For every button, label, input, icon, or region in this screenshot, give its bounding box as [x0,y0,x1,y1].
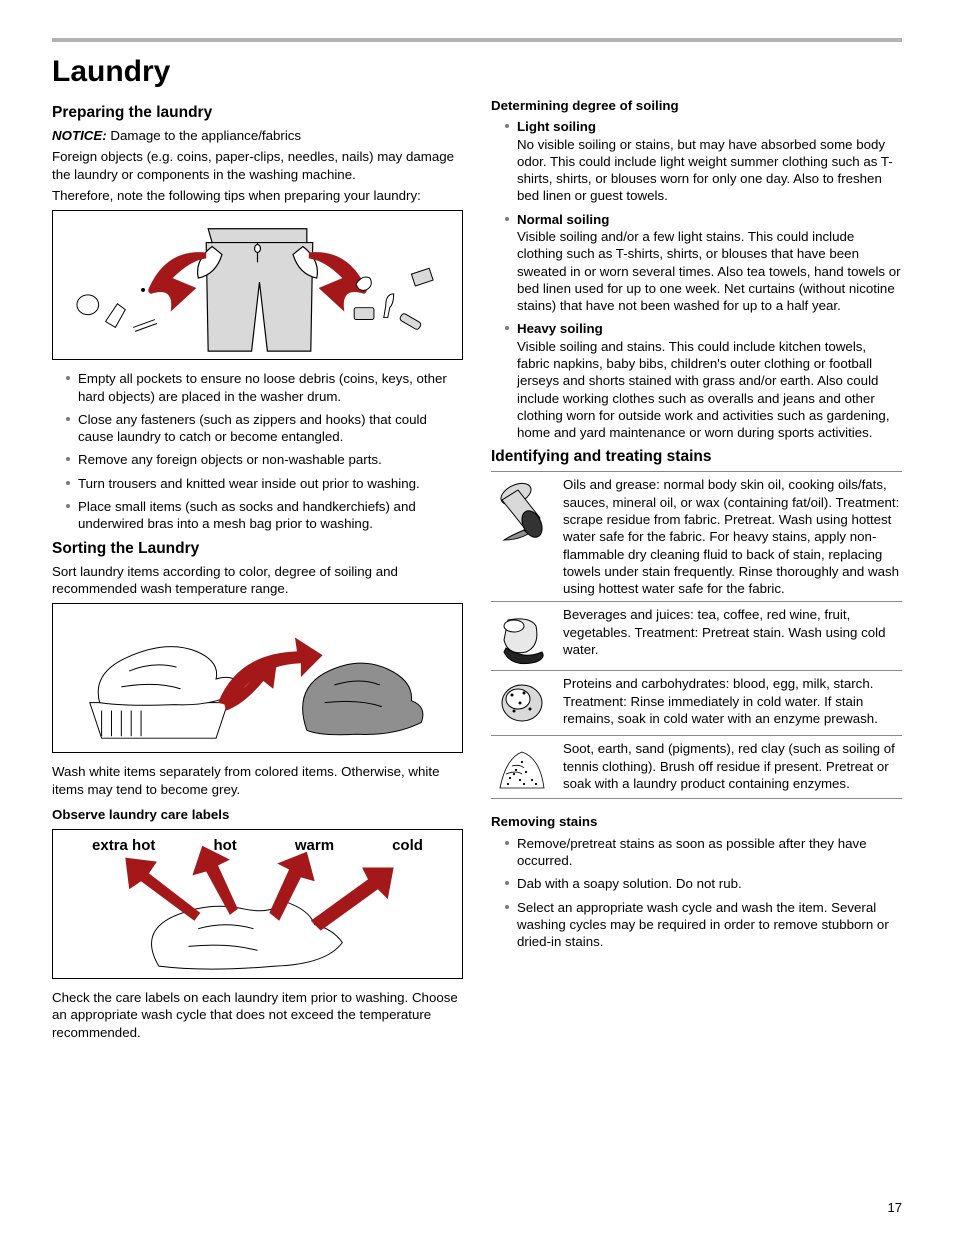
soiling-text: Visible soiling and stains. This could i… [517,339,890,440]
observe-heading: Observe laundry care labels [52,806,463,823]
figure-sorting [52,603,463,753]
list-item: Normal soiling Visible soiling and/or a … [505,211,902,315]
right-column: Determining degree of soiling Light soil… [491,97,902,1045]
stain-row: Oils and grease: normal body skin oil, c… [491,471,902,602]
figure-empty-pockets [52,210,463,360]
therefore-text: Therefore, note the following tips when … [52,187,463,204]
top-rule [52,38,902,42]
preparing-heading: Preparing the laundry [52,103,463,123]
notice-label: NOTICE: [52,128,107,143]
soiling-text: Visible soiling and/or a few light stain… [517,229,901,313]
soiling-title: Normal soiling [517,211,902,228]
stains-heading: Identifying and treating stains [491,447,902,467]
foreign-objects-text: Foreign objects (e.g. coins, paper-clips… [52,148,463,183]
protein-bowl-icon [491,675,553,731]
list-item: Remove/pretreat stains as soon as possib… [505,835,902,870]
list-item: Dab with a soapy solution. Do not rub. [505,875,902,892]
removing-list: Remove/pretreat stains as soon as possib… [491,835,902,951]
list-item: Turn trousers and knitted wear inside ou… [66,475,463,492]
figure-temperatures: extra hot hot warm cold [52,829,463,979]
check-labels-text: Check the care labels on each laundry it… [52,989,463,1041]
list-item: Place small items (such as socks and han… [66,498,463,533]
removing-heading: Removing stains [491,813,902,830]
stain-row: Proteins and carbohydrates: blood, egg, … [491,671,902,736]
stain-table: Oils and grease: normal body skin oil, c… [491,471,902,799]
page-number: 17 [888,1200,902,1217]
stain-row: Soot, earth, sand (pigments), red clay (… [491,736,902,799]
stain-text: Proteins and carbohydrates: blood, egg, … [563,675,902,731]
list-item: Light soiling No visible soiling or stai… [505,118,902,204]
stain-text: Oils and grease: normal body skin oil, c… [563,476,902,597]
stain-text: Beverages and juices: tea, coffee, red w… [563,606,902,666]
notice-line: NOTICE: Damage to the appliance/fabrics [52,127,463,144]
list-item: Close any fasteners (such as zippers and… [66,411,463,446]
soiling-title: Light soiling [517,118,902,135]
notice-text: Damage to the appliance/fabrics [107,128,301,143]
soiling-heading: Determining degree of soiling [491,97,902,114]
list-item: Heavy soiling Visible soiling and stains… [505,320,902,441]
stain-text: Soot, earth, sand (pigments), red clay (… [563,740,902,794]
soiling-title: Heavy soiling [517,320,902,337]
soiling-text: No visible soiling or stains, but may ha… [517,137,893,204]
content-columns: Preparing the laundry NOTICE: Damage to … [52,97,902,1045]
preparing-tips-list: Empty all pockets to ensure no loose deb… [52,370,463,532]
cup-spill-icon [491,606,553,666]
list-item: Empty all pockets to ensure no loose deb… [66,370,463,405]
soiling-list: Light soiling No visible soiling or stai… [491,118,902,441]
oil-can-icon [491,476,553,597]
list-item: Remove any foreign objects or non-washab… [66,451,463,468]
left-column: Preparing the laundry NOTICE: Damage to … [52,97,463,1045]
sorting-heading: Sorting the Laundry [52,539,463,559]
stain-row: Beverages and juices: tea, coffee, red w… [491,602,902,671]
sorting-intro: Sort laundry items according to color, d… [52,563,463,598]
page-title: Laundry [52,52,902,91]
list-item: Select an appropriate wash cycle and was… [505,899,902,951]
sand-pile-icon [491,740,553,794]
wash-white-text: Wash white items separately from colored… [52,763,463,798]
